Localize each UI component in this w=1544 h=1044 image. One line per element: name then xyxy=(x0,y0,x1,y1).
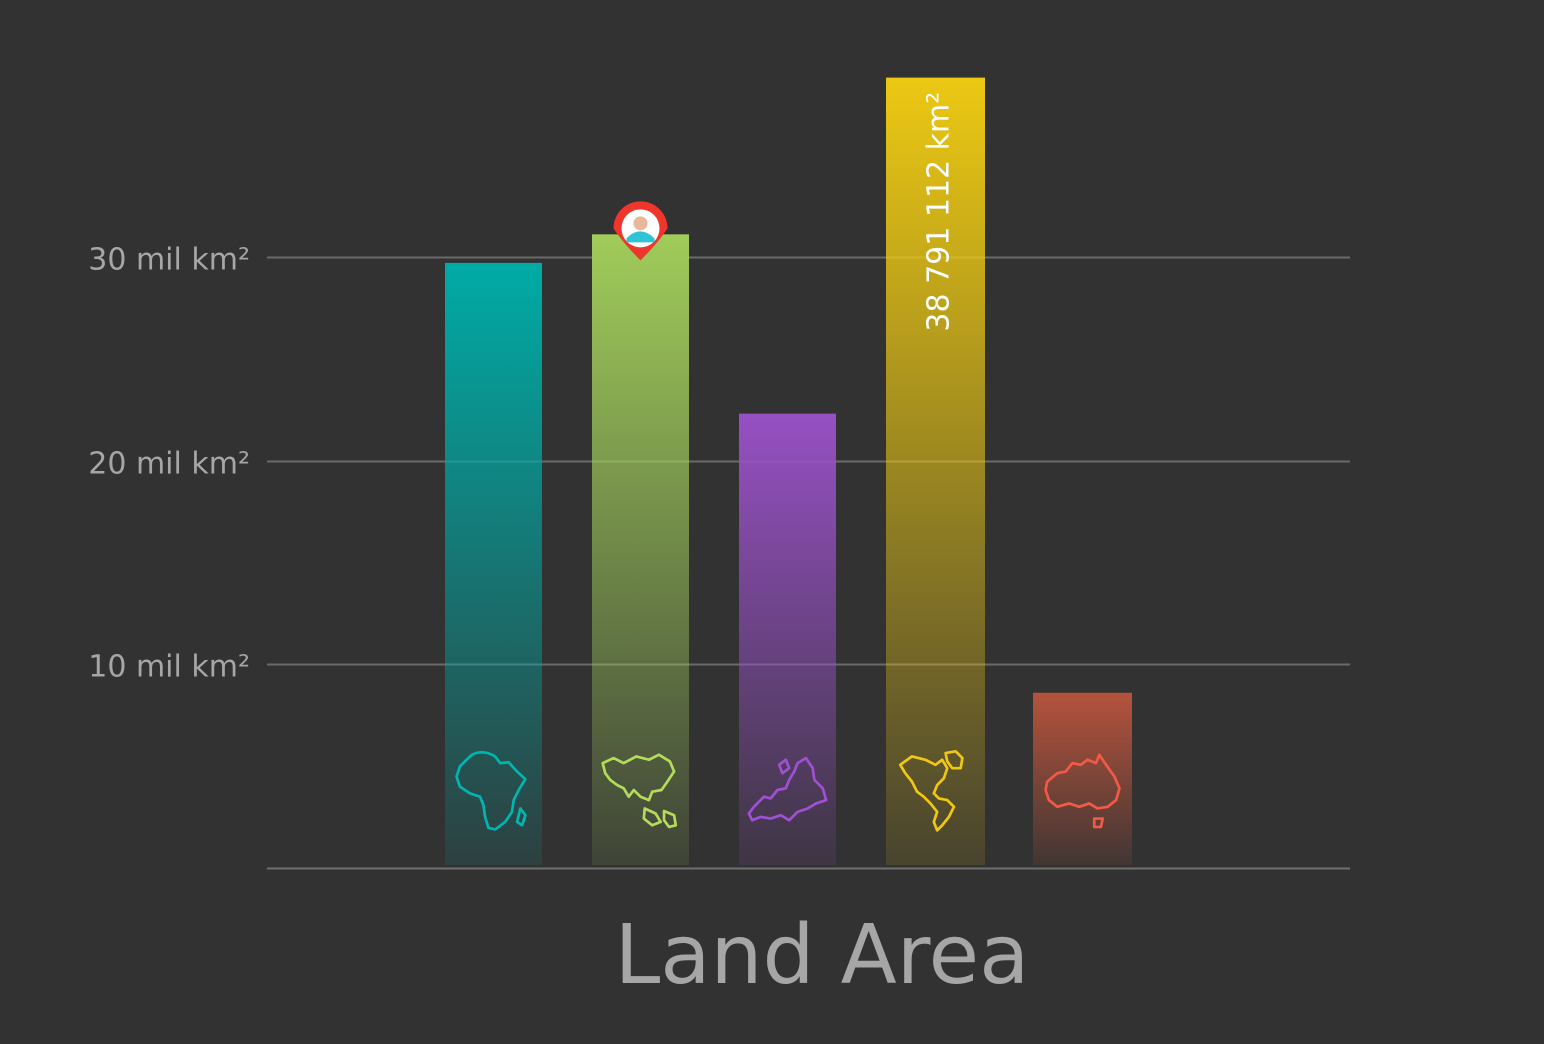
continent-icons xyxy=(455,201,1121,832)
labels: 10 mil km² 20 mil km² 30 mil km² 38 791 112… xyxy=(88,92,956,685)
chart-title: Land Area xyxy=(615,908,1030,1003)
bar[interactable] xyxy=(1033,692,1132,865)
europe-icon xyxy=(747,756,828,822)
y-tick-label: 30 mil km² xyxy=(88,243,250,278)
africa-icon xyxy=(455,750,527,831)
location-pin-avatar-icon[interactable] xyxy=(613,201,668,261)
bar[interactable] xyxy=(739,413,836,865)
bar[interactable] xyxy=(445,262,542,865)
bar-value-label: 38 791 112 km² xyxy=(922,92,957,332)
bars xyxy=(445,77,1132,865)
y-tick-label: 20 mil km² xyxy=(88,447,250,482)
americas-icon xyxy=(898,750,964,832)
y-tick-label: 10 mil km² xyxy=(88,650,250,685)
asia-icon xyxy=(601,753,678,829)
australia-icon xyxy=(1044,753,1121,829)
bar[interactable] xyxy=(886,77,985,865)
